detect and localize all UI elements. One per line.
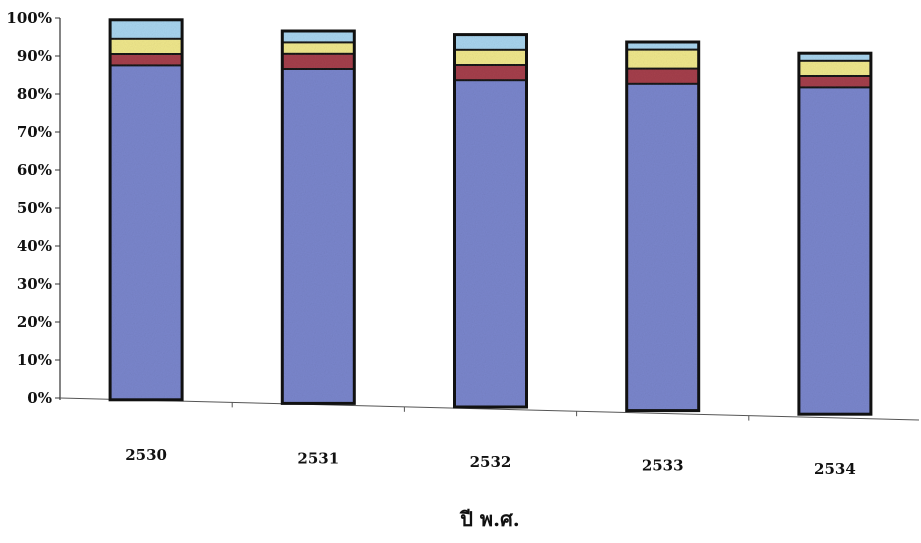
y-tick-label: 90% — [17, 47, 52, 65]
bar-stack-2531 — [280, 29, 356, 405]
bar-stack-2534 — [797, 51, 873, 416]
x-category-label: 2530 — [125, 446, 167, 464]
bar-segment — [625, 82, 700, 412]
y-tick-label: 10% — [17, 351, 52, 369]
y-tick-label: 40% — [17, 237, 52, 255]
bar-segment — [453, 64, 528, 82]
y-tick-label: 100% — [6, 9, 52, 27]
y-tick-label: 80% — [17, 85, 52, 103]
bar-segment — [281, 52, 356, 70]
bar-segment — [453, 33, 528, 51]
bar-segment — [109, 37, 184, 55]
y-tick-label: 0% — [27, 389, 52, 407]
bar-segment — [797, 59, 872, 77]
y-tick-label: 30% — [17, 275, 52, 293]
bar-stack-2533 — [625, 40, 701, 413]
x-category-label: 2532 — [470, 453, 512, 471]
bar-segment — [281, 30, 356, 44]
bar-stack-2532 — [453, 33, 528, 409]
x-axis-line — [59, 397, 920, 421]
bar-outline — [453, 33, 528, 409]
bar-segment — [281, 41, 356, 55]
bar-outline — [625, 40, 701, 413]
bar-stack-2530 — [108, 18, 184, 402]
bar-outline — [108, 18, 184, 402]
bars-layer — [108, 18, 873, 416]
x-category-label: 2533 — [642, 457, 684, 475]
bar-outline — [280, 29, 356, 405]
y-tick-label: 70% — [17, 123, 52, 141]
x-category-label: 2531 — [297, 449, 339, 467]
bar-segment — [109, 64, 184, 401]
bar-segment — [109, 18, 184, 40]
bar-segment — [109, 53, 184, 67]
bar-segment — [453, 79, 528, 408]
bar-segment — [797, 86, 872, 416]
bar-segment — [797, 75, 872, 89]
bar-segment — [625, 48, 700, 70]
bar-outline — [797, 51, 873, 416]
y-tick-label: 60% — [17, 161, 52, 179]
x-axis-title: ปี พ.ศ. — [459, 507, 520, 531]
bar-segment — [281, 68, 356, 405]
x-category-label: 2534 — [814, 460, 856, 478]
axis-layer — [55, 17, 920, 421]
bar-segment — [453, 48, 528, 66]
y-tick-label: 20% — [17, 313, 52, 331]
bar-segment — [625, 67, 700, 85]
y-tick-label: 50% — [17, 199, 52, 217]
labels-layer: 0% 10% 20% 30% 40% 50% 60% 70% 80% 90% 100% 2530 253… — [6, 9, 855, 478]
